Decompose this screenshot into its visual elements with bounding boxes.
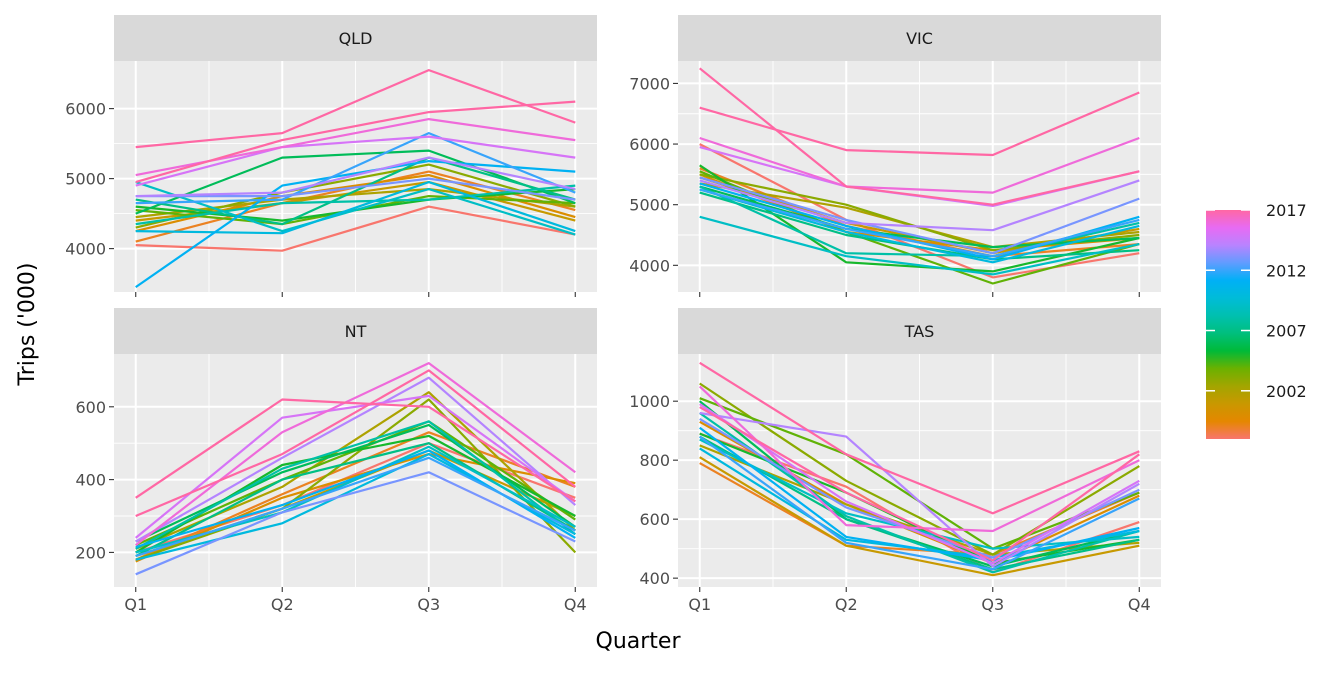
series-line-2015 <box>135 135 576 187</box>
y-tick-label: 5000 <box>65 170 106 189</box>
series-line-2017 <box>135 100 576 184</box>
series-group <box>135 69 576 289</box>
color-legend: 2002 2007 2012 2017 <box>1206 201 1307 439</box>
x-tick-label: Q3 <box>981 595 1004 614</box>
series-line-2017 <box>699 67 1140 206</box>
series-line-2009 <box>135 181 576 236</box>
x-tick-label: Q2 <box>271 595 294 614</box>
series-line-2011 <box>135 160 576 289</box>
series-line-2003 <box>699 382 1140 556</box>
series-line-2013 <box>135 471 576 576</box>
facet-strip <box>678 15 1161 61</box>
y-tick-label: 600 <box>75 398 106 417</box>
series-line-2012 <box>135 456 576 558</box>
y-tick-label: 200 <box>75 543 106 562</box>
series-line-2014 <box>135 156 576 198</box>
series-line-2012 <box>699 188 1140 258</box>
series-line-2000 <box>135 453 576 563</box>
series-line-2006 <box>699 400 1140 568</box>
series-line-2013 <box>699 176 1140 255</box>
series-line-2001 <box>699 456 1140 577</box>
series-line-2009 <box>699 438 1140 550</box>
series-line-2014 <box>699 179 1140 232</box>
series-line-2008 <box>699 185 1140 258</box>
x-tick-label: Q1 <box>688 595 711 614</box>
series-line-2017 <box>699 91 1140 157</box>
series-line-2015 <box>699 403 1140 565</box>
series-line-2016 <box>135 362 576 546</box>
series-line-2012 <box>699 435 1140 571</box>
panel-vic: VIC 4000 5000 6000 7000 <box>629 15 1161 297</box>
y-axis-title: Trips ('000) <box>15 263 40 387</box>
series-line-2008 <box>135 420 576 550</box>
facet-strip <box>114 308 597 354</box>
series-line-2006 <box>135 423 576 543</box>
series-group <box>698 361 1140 577</box>
x-tick-label: Q3 <box>417 595 440 614</box>
facet-label: NT <box>345 322 367 341</box>
y-tick-label: 7000 <box>629 74 670 93</box>
series-line-2010 <box>135 181 576 235</box>
panel-tas: TAS 400 600 800 1000 Q1 Q2 Q3 Q4 <box>629 308 1161 614</box>
x-tick-label: Q4 <box>1128 595 1151 614</box>
legend-tick-label: 2017 <box>1266 201 1307 220</box>
y-tick-label: 600 <box>639 510 670 529</box>
series-line-2016 <box>698 385 1140 533</box>
series-line-2006 <box>699 185 1140 249</box>
series-line-2012 <box>135 132 576 205</box>
series-line-2017 <box>135 369 576 518</box>
series-line-2011 <box>699 426 1140 562</box>
panel-nt: NT 200 400 600 Q1 Q2 Q3 Q4 <box>75 308 597 614</box>
x-axis-title: Quarter <box>596 629 682 654</box>
y-tick-label: 5000 <box>629 196 670 215</box>
series-line-2017 <box>135 69 576 149</box>
y-tick-label: 4000 <box>65 240 106 259</box>
series-line-2002 <box>135 188 576 219</box>
series-line-1998 <box>135 205 576 252</box>
series-line-2009 <box>699 215 1140 276</box>
x-tick-label: Q2 <box>835 595 858 614</box>
series-line-2010 <box>699 188 1140 264</box>
panels-layer: QLD 4000 5000 6000 VIC 4000 5000 6000 7000 NT 200 4… <box>65 15 1161 614</box>
series-line-2017 <box>135 398 576 503</box>
colorbar <box>1206 210 1250 439</box>
facet-label: TAS <box>904 322 935 341</box>
series-line-2017 <box>699 361 1140 515</box>
series-line-2008 <box>699 412 1140 574</box>
x-tick-label: Q1 <box>124 595 147 614</box>
series-line-2014 <box>699 411 1140 568</box>
y-tick-label: 400 <box>75 471 106 490</box>
legend-tick-label: 2002 <box>1266 382 1307 401</box>
series-line-2016 <box>699 136 1140 194</box>
legend-tick-label: 2012 <box>1266 261 1307 280</box>
series-group <box>699 67 1140 285</box>
series-line-2003 <box>135 163 576 229</box>
y-tick-label: 1000 <box>629 392 670 411</box>
series-line-2006 <box>135 149 576 215</box>
y-tick-label: 6000 <box>65 100 106 119</box>
y-tick-label: 800 <box>639 451 670 470</box>
y-tick-label: 4000 <box>629 256 670 275</box>
y-tick-label: 400 <box>639 569 670 588</box>
legend-tick-label: 2007 <box>1266 322 1307 341</box>
series-line-1998 <box>699 143 1140 279</box>
series-line-2007 <box>135 156 576 226</box>
series-line-2008 <box>135 184 576 226</box>
facet-label: VIC <box>906 29 933 48</box>
y-tick-label: 6000 <box>629 135 670 154</box>
series-line-2015 <box>135 394 576 539</box>
series-group <box>135 362 577 576</box>
facet-label: QLD <box>339 29 373 48</box>
panel-qld: QLD 4000 5000 6000 <box>65 15 597 297</box>
series-line-2017 <box>699 406 1140 562</box>
x-tick-label: Q4 <box>564 595 587 614</box>
facet-strip <box>678 308 1161 354</box>
series-line-2013 <box>135 177 576 201</box>
series-line-2014 <box>135 376 577 543</box>
facet-strip <box>114 15 597 61</box>
